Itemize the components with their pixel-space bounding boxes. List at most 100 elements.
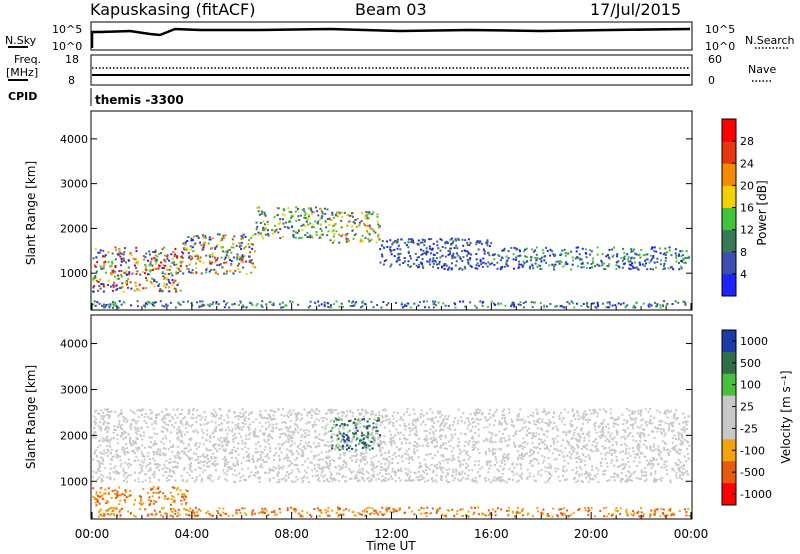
velocity-cell (132, 410, 134, 413)
velocity-cell (186, 454, 188, 457)
velocity-cell (589, 449, 592, 451)
velocity-cell (137, 427, 140, 430)
velocity-cell (614, 450, 617, 453)
power-cell (596, 263, 599, 266)
power-cell (170, 272, 173, 275)
velocity-cell (281, 407, 284, 410)
velocity-cell (353, 434, 355, 436)
velocity-cell (281, 478, 283, 481)
velocity-cell (160, 440, 163, 443)
velocity-cell (584, 472, 587, 475)
velocity-cell (637, 409, 640, 412)
power-cell (626, 304, 629, 307)
power-cell (145, 252, 148, 255)
power-cell (631, 262, 634, 265)
power-cell (420, 253, 423, 256)
power-cell (646, 268, 649, 271)
velocity-cell (253, 431, 256, 434)
velocity-cell (98, 465, 101, 468)
velocity-cell (471, 418, 474, 420)
velocity-cell (153, 459, 156, 462)
velocity-cell (612, 425, 615, 428)
velocity-cell (660, 466, 663, 469)
velocity-cell (673, 415, 676, 418)
velocity-cell (643, 443, 645, 446)
power-cell (93, 300, 96, 303)
power-cell (418, 256, 420, 259)
power-cell (199, 260, 202, 263)
beam-title: Beam 03 (355, 0, 427, 19)
power-cell (92, 279, 95, 282)
velocity-cell (279, 433, 282, 436)
power-cell (188, 270, 191, 273)
velocity-cell (349, 450, 351, 453)
velocity-cell (370, 413, 372, 416)
power-cell (378, 238, 381, 241)
velocity-cell (382, 478, 384, 481)
velocity-cell (563, 470, 566, 473)
power-cell (163, 282, 166, 285)
power-cell (396, 257, 399, 260)
velocity-cell (355, 450, 357, 453)
power-cell (389, 239, 392, 242)
velocity-cell (408, 427, 411, 430)
velocity-cell (545, 413, 547, 416)
power-cell (612, 254, 615, 257)
power-cell (166, 258, 169, 260)
velocity-cell (598, 435, 601, 438)
velocity-cell (129, 436, 132, 439)
velocity-cell (324, 427, 327, 430)
power-cell (197, 236, 200, 239)
velocity-cell (403, 422, 406, 425)
velocity-cell (121, 446, 124, 449)
velocity-cell (551, 452, 554, 455)
velocity-cell (109, 445, 112, 448)
power-cell (230, 251, 233, 254)
velocity-cell (512, 473, 515, 476)
velocity-cell (172, 500, 175, 503)
power-cell (545, 261, 548, 264)
velocity-cell (425, 412, 428, 415)
velocity-cell (416, 442, 419, 445)
velocity-cell (244, 446, 247, 449)
velocity-cell (517, 479, 520, 482)
power-y-axis-label: Slant Range [km] (24, 161, 38, 265)
power-cell (199, 300, 202, 303)
velocity-cell (567, 411, 570, 414)
power-cell (320, 233, 323, 236)
velocity-cell (557, 475, 560, 478)
velocity-cell (377, 438, 380, 441)
velocity-cell (433, 438, 436, 441)
power-cell (551, 263, 554, 266)
velocity-cell (296, 456, 298, 459)
velocity-cell (148, 436, 151, 439)
velocity-cell (503, 419, 506, 422)
velocity-cell (116, 495, 119, 498)
velocity-cell (439, 477, 442, 480)
velocity-cell (540, 441, 543, 443)
velocity-cell (149, 502, 152, 505)
power-cell (174, 253, 177, 256)
power-cell (591, 266, 594, 269)
velocity-cell (94, 423, 97, 426)
freq-unit: [MHz] (6, 66, 38, 79)
power-cell (288, 210, 291, 213)
velocity-cell (425, 435, 428, 438)
velocity-cell (357, 479, 360, 482)
velocity-cell (302, 454, 305, 457)
velocity-cell (408, 476, 411, 479)
power-cell (200, 272, 203, 275)
power-cell (218, 264, 221, 266)
velocity-cell (641, 418, 644, 421)
power-cell (411, 239, 414, 241)
velocity-cell (155, 467, 158, 470)
velocity-cell (469, 430, 472, 433)
velocity-cell (526, 476, 529, 479)
velocity-cell (629, 431, 632, 434)
velocity-cell (682, 412, 685, 415)
power-cell (518, 248, 521, 251)
power-cell (93, 264, 96, 267)
power-cell (316, 210, 319, 213)
velocity-cell (93, 426, 96, 429)
velocity-cell (195, 442, 198, 444)
